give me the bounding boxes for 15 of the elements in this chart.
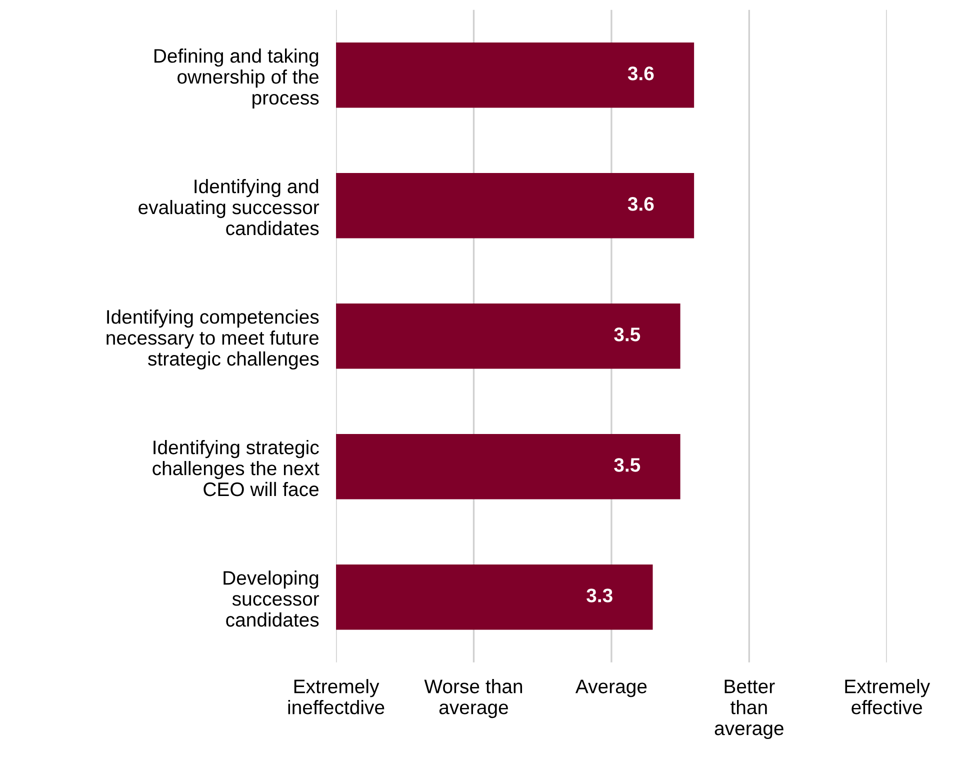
data-label: 3.3 [586, 588, 612, 602]
data-label: 3.5 [614, 328, 640, 342]
y-tick-label: Identifying and evaluating successor candidates [138, 179, 320, 236]
text: Better than average [714, 680, 784, 740]
data-label: 3.6 [628, 66, 654, 80]
y-tick-label: Identifying strategic challenges the next CEO will face [152, 440, 320, 496]
y-tick-label: Developing successor candidates [224, 570, 320, 627]
y-tick-label: Defining and taking ownership of the process [154, 48, 319, 109]
data-label: 3.5 [614, 458, 640, 472]
data-label: 3.6 [628, 197, 654, 211]
text: Extremely ineffectdive [288, 679, 384, 714]
text: Average [575, 680, 647, 698]
text: Worse than average [424, 679, 522, 718]
text: Extremely effective [845, 679, 930, 714]
y-tick-label: Identifying competencies necessary to meet future strategic challenges [106, 310, 319, 370]
